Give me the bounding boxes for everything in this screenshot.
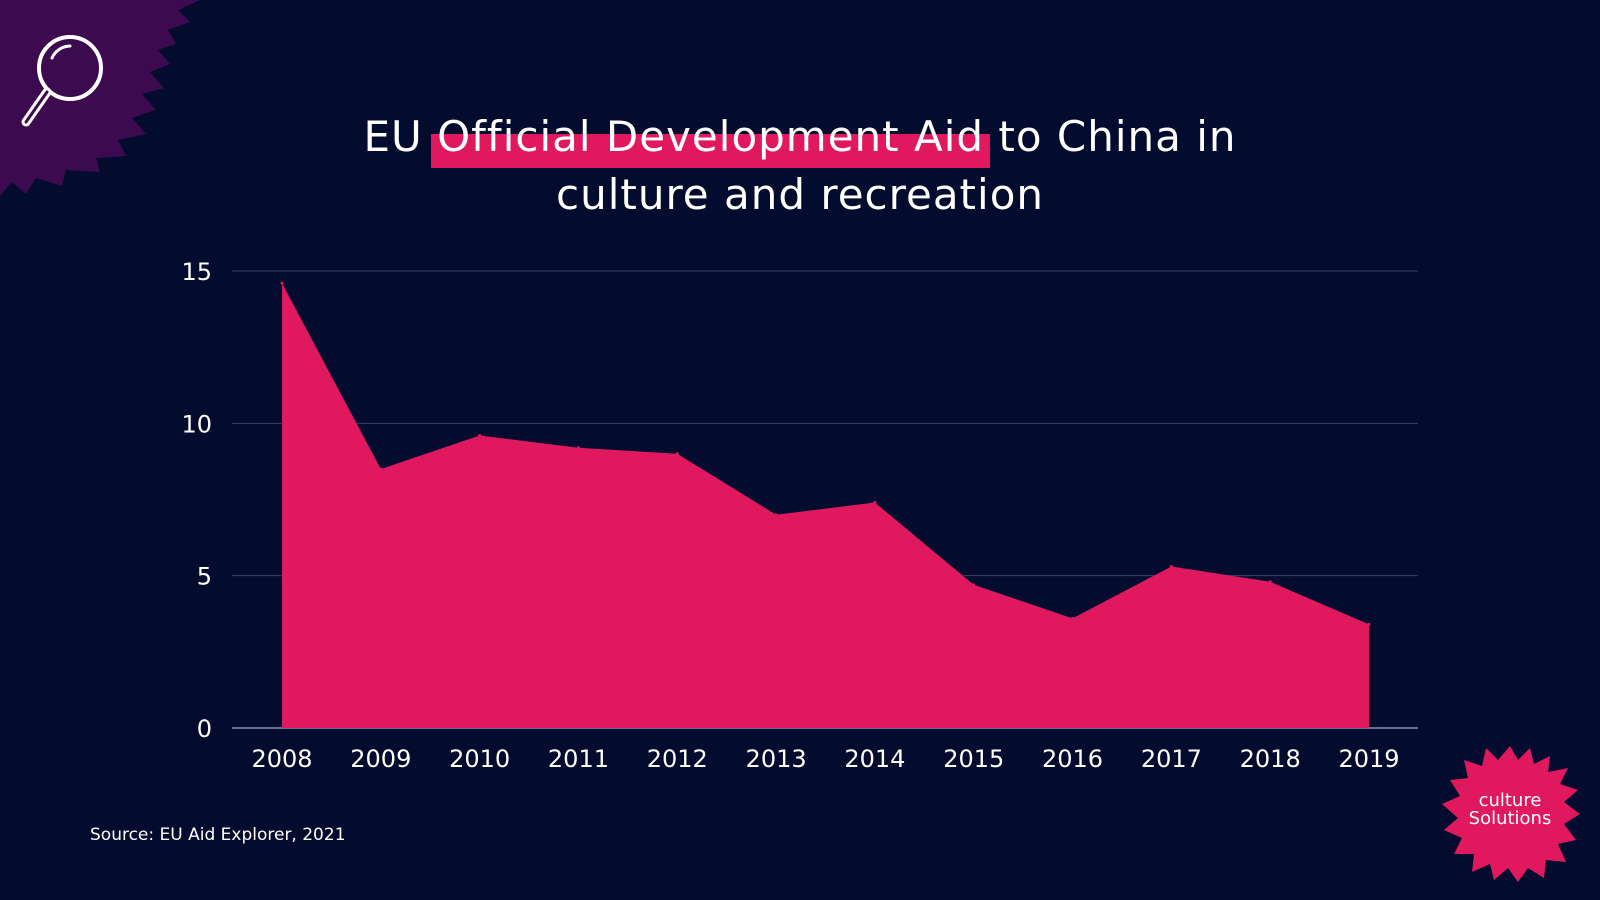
magnifying-glass-icon <box>21 35 103 127</box>
corner-splash <box>0 0 200 196</box>
x-tick-label: 2011 <box>548 745 609 773</box>
data-point <box>675 452 679 456</box>
logo-splash-shape <box>1442 746 1580 882</box>
data-point <box>379 467 383 471</box>
x-tick-label: 2019 <box>1338 745 1399 773</box>
data-point <box>774 513 778 517</box>
x-tick-label: 2012 <box>647 745 708 773</box>
title-highlight: Official Development Aid <box>431 108 991 168</box>
data-point <box>1268 580 1272 584</box>
data-point <box>1367 622 1371 626</box>
title-post: to China in <box>984 112 1237 161</box>
y-tick-label: 15 <box>181 258 212 286</box>
chart-title: EU Official Development Aid to China in … <box>300 108 1300 224</box>
y-tick-label: 10 <box>181 410 212 438</box>
y-tick-label: 0 <box>197 715 212 743</box>
title-pre: EU <box>363 112 438 161</box>
x-tick-label: 2014 <box>844 745 905 773</box>
data-point <box>280 281 284 285</box>
x-tick-label: 2013 <box>746 745 807 773</box>
x-tick-label: 2015 <box>943 745 1004 773</box>
x-tick-label: 2016 <box>1042 745 1103 773</box>
corner-splash-shape <box>0 0 200 196</box>
source-note: Source: EU Aid Explorer, 2021 <box>90 825 346 845</box>
y-tick-label: 5 <box>197 563 212 591</box>
logo-line-1: culture <box>1478 790 1542 811</box>
data-point <box>576 446 580 450</box>
data-point <box>1169 565 1173 569</box>
title-line-1: EU Official Development Aid to China in <box>300 108 1300 168</box>
data-point <box>1071 616 1075 620</box>
x-tick-label: 2018 <box>1240 745 1301 773</box>
title-line-2: culture and recreation <box>555 170 1045 219</box>
x-tick-label: 2010 <box>449 745 510 773</box>
data-point <box>478 434 482 438</box>
data-point <box>972 583 976 587</box>
x-tick-label: 2017 <box>1141 745 1202 773</box>
logo-line-2: Solutions <box>1468 808 1552 829</box>
x-tick-label: 2008 <box>251 745 312 773</box>
x-tick-label: 2009 <box>350 745 411 773</box>
culture-solutions-logo <box>1442 746 1580 882</box>
area-series <box>282 283 1369 728</box>
data-point <box>873 501 877 505</box>
logo-text: culture Solutions <box>1440 792 1580 828</box>
